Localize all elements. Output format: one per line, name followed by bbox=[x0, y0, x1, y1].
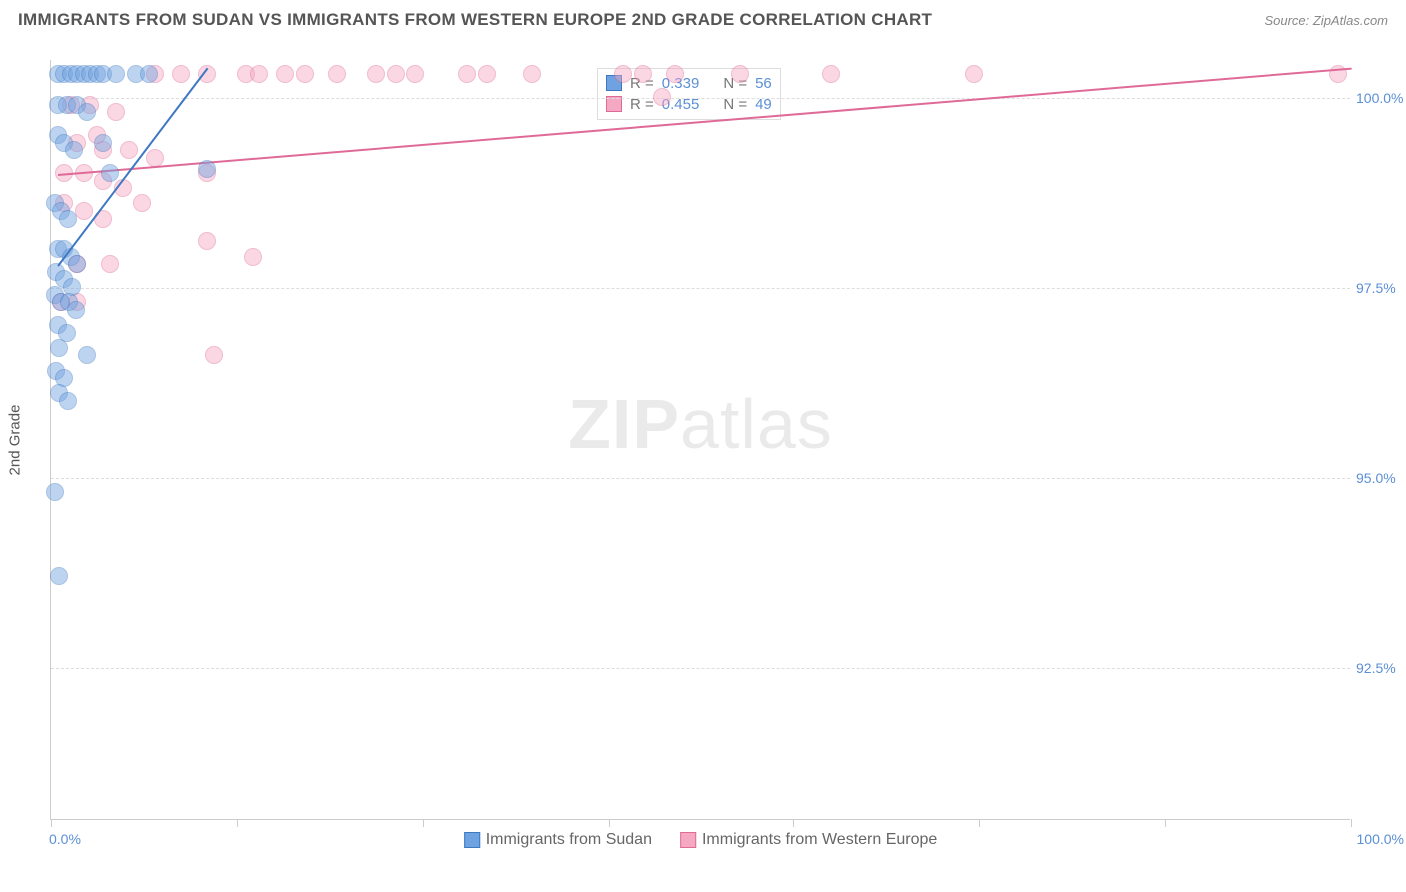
data-point bbox=[120, 141, 138, 159]
data-point bbox=[101, 164, 119, 182]
y-tick-label: 92.5% bbox=[1356, 660, 1406, 676]
data-point bbox=[458, 65, 476, 83]
series-legend: Immigrants from Sudan Immigrants from We… bbox=[464, 831, 938, 849]
data-point bbox=[250, 65, 268, 83]
y-axis-label: 2nd Grade bbox=[7, 404, 24, 475]
data-point bbox=[198, 232, 216, 250]
x-axis-max-label: 100.0% bbox=[1357, 831, 1404, 847]
watermark: ZIPatlas bbox=[568, 384, 833, 464]
data-point bbox=[59, 392, 77, 410]
data-point bbox=[107, 103, 125, 121]
n-value: 56 bbox=[755, 75, 772, 92]
data-point bbox=[50, 567, 68, 585]
x-tick-mark bbox=[237, 819, 238, 827]
y-tick-label: 100.0% bbox=[1356, 90, 1406, 106]
x-tick-mark bbox=[609, 819, 610, 827]
x-tick-mark bbox=[51, 819, 52, 827]
data-point bbox=[634, 65, 652, 83]
gridline bbox=[51, 668, 1350, 669]
data-point bbox=[172, 65, 190, 83]
x-axis-min-label: 0.0% bbox=[49, 831, 81, 847]
data-point bbox=[140, 65, 158, 83]
scatter-chart: 2nd Grade ZIPatlas 0.0% 100.0% R =0.339N… bbox=[50, 60, 1350, 820]
source-attribution: Source: ZipAtlas.com bbox=[1264, 13, 1388, 28]
chart-title: IMMIGRANTS FROM SUDAN VS IMMIGRANTS FROM… bbox=[18, 10, 932, 30]
data-point bbox=[244, 248, 262, 266]
data-point bbox=[523, 65, 541, 83]
data-point bbox=[65, 141, 83, 159]
data-point bbox=[296, 65, 314, 83]
data-point bbox=[59, 210, 77, 228]
legend-label-weur: Immigrants from Western Europe bbox=[702, 831, 937, 849]
gridline bbox=[51, 98, 1350, 99]
data-point bbox=[406, 65, 424, 83]
data-point bbox=[367, 65, 385, 83]
data-point bbox=[46, 483, 64, 501]
data-point bbox=[614, 65, 632, 83]
x-tick-mark bbox=[423, 819, 424, 827]
stats-row: R =0.455N =49 bbox=[606, 94, 772, 115]
legend-item-sudan: Immigrants from Sudan bbox=[464, 831, 652, 849]
data-point bbox=[78, 346, 96, 364]
legend-label-sudan: Immigrants from Sudan bbox=[486, 831, 652, 849]
data-point bbox=[101, 255, 119, 273]
y-tick-label: 95.0% bbox=[1356, 470, 1406, 486]
x-tick-mark bbox=[1351, 819, 1352, 827]
data-point bbox=[822, 65, 840, 83]
data-point bbox=[133, 194, 151, 212]
data-point bbox=[146, 149, 164, 167]
data-point bbox=[387, 65, 405, 83]
x-tick-mark bbox=[793, 819, 794, 827]
y-tick-label: 97.5% bbox=[1356, 280, 1406, 296]
legend-swatch-sudan bbox=[464, 832, 480, 848]
data-point bbox=[78, 103, 96, 121]
data-point bbox=[653, 88, 671, 106]
data-point bbox=[328, 65, 346, 83]
x-tick-mark bbox=[1165, 819, 1166, 827]
data-point bbox=[50, 339, 68, 357]
data-point bbox=[666, 65, 684, 83]
data-point bbox=[68, 255, 86, 273]
data-point bbox=[965, 65, 983, 83]
data-point bbox=[198, 160, 216, 178]
gridline bbox=[51, 478, 1350, 479]
x-tick-mark bbox=[979, 819, 980, 827]
data-point bbox=[205, 346, 223, 364]
data-point bbox=[75, 202, 93, 220]
data-point bbox=[94, 134, 112, 152]
data-point bbox=[731, 65, 749, 83]
legend-item-weur: Immigrants from Western Europe bbox=[680, 831, 937, 849]
data-point bbox=[276, 65, 294, 83]
legend-swatch-weur bbox=[680, 832, 696, 848]
data-point bbox=[107, 65, 125, 83]
data-point bbox=[67, 301, 85, 319]
data-point bbox=[478, 65, 496, 83]
gridline bbox=[51, 288, 1350, 289]
